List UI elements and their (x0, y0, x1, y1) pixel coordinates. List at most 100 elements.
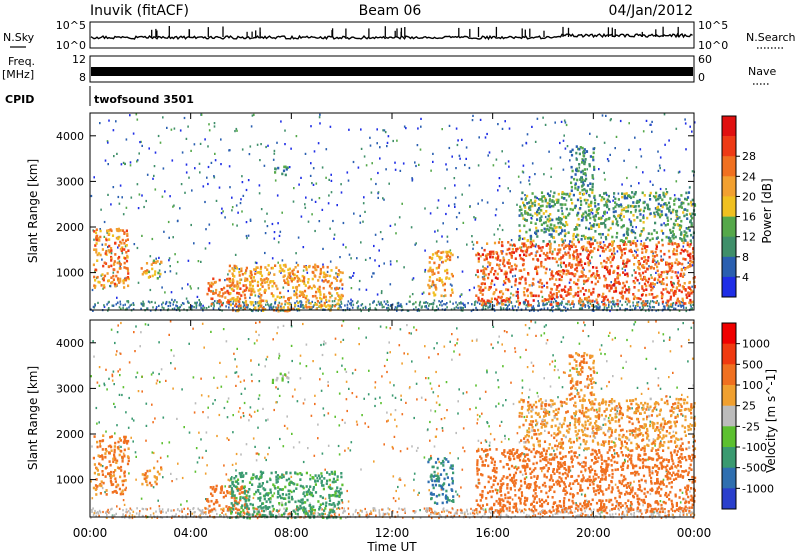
echo-cell (674, 219, 677, 222)
echo-cell (622, 281, 625, 285)
echo-cell (686, 196, 690, 199)
echo-cell (254, 476, 257, 479)
echo-cell (334, 353, 337, 356)
echo-cell (305, 300, 308, 304)
echo-cell (338, 392, 341, 395)
echo-cell (425, 377, 427, 380)
echo-cell (580, 304, 583, 307)
echo-cell (585, 296, 588, 300)
nsky-tick-bottom: 10^0 (56, 39, 86, 52)
echo-cell (346, 303, 349, 306)
echo-cell (583, 168, 586, 171)
echo-cell (546, 224, 549, 228)
echo-cell (654, 263, 657, 266)
echo-cell (640, 230, 643, 233)
echo-cell (587, 335, 590, 338)
echo-cell (218, 302, 221, 305)
echo-cell (241, 175, 243, 178)
echo-cell (245, 221, 248, 224)
echo-cell (561, 269, 565, 272)
echo-cell (608, 270, 611, 273)
echo-cell (250, 125, 253, 128)
echo-cell (479, 302, 481, 305)
echo-cell (515, 300, 518, 303)
echo-cell (492, 164, 495, 167)
echo-cell (691, 264, 694, 267)
echo-cell (542, 265, 546, 269)
echo-cell (614, 452, 616, 455)
echo-cell (318, 288, 321, 292)
echo-cell (477, 253, 480, 256)
echo-cell (690, 201, 693, 204)
echo-cell (621, 290, 624, 293)
echo-cell (552, 200, 555, 203)
echo-cell (259, 288, 262, 291)
echo-cell (560, 120, 563, 123)
echo-cell (523, 293, 526, 297)
echo-cell (434, 283, 437, 287)
echo-cell (568, 212, 571, 215)
echo-cell (110, 247, 113, 250)
echo-cell (642, 171, 644, 174)
echo-cell (636, 239, 639, 242)
echo-cell (672, 250, 675, 253)
echo-cell (633, 281, 636, 285)
echo-cell (665, 287, 668, 291)
colorbar-tick-label: 24 (742, 170, 756, 183)
echo-cell (632, 254, 635, 257)
echo-cell (543, 227, 546, 231)
echo-cell (484, 286, 487, 290)
echo-cell (194, 402, 197, 405)
echo-cell (151, 267, 154, 271)
echo-cell (290, 325, 293, 328)
echo-cell (502, 283, 505, 286)
echo-cell (220, 288, 223, 291)
echo-cell (666, 290, 669, 294)
echo-cell (245, 288, 248, 292)
echo-cell (329, 274, 332, 278)
echo-cell (94, 231, 98, 235)
echo-cell (500, 440, 503, 443)
echo-cell (689, 308, 692, 311)
echo-cell (631, 407, 633, 410)
echo-cell (302, 322, 304, 326)
echo-cell (683, 214, 686, 218)
echo-cell (302, 460, 305, 464)
echo-cell (624, 291, 627, 294)
echo-cell (116, 424, 118, 427)
echo-cell (592, 147, 595, 151)
echo-cell (594, 239, 597, 242)
echo-cell (645, 481, 647, 484)
echo-cell (579, 178, 582, 181)
echo-cell (609, 261, 612, 264)
echo-cell (531, 282, 534, 285)
echo-cell (560, 222, 563, 225)
echo-cell (539, 254, 542, 257)
echo-cell (207, 416, 209, 419)
echo-cell (496, 258, 499, 261)
echo-cell (344, 449, 346, 452)
echo-cell (379, 146, 381, 149)
echo-cell (353, 212, 355, 215)
echo-cell (283, 165, 286, 169)
echo-cell (284, 303, 286, 306)
echo-cell (532, 305, 535, 308)
echo-cell (569, 278, 572, 282)
echo-cell (205, 498, 207, 501)
echo-cell (551, 306, 553, 309)
echo-cell (545, 267, 548, 271)
echo-cell (164, 270, 166, 274)
echo-cell (464, 303, 466, 306)
echo-cell (256, 280, 260, 284)
echo-cell (648, 207, 651, 211)
echo-cell (154, 417, 156, 420)
echo-cell (550, 190, 552, 193)
echo-cell (445, 212, 447, 216)
echo-cell (307, 286, 310, 290)
echo-cell (507, 300, 509, 303)
echo-cell (267, 303, 269, 306)
echo-cell (369, 136, 371, 139)
echo-cell (690, 289, 693, 292)
echo-cell (284, 309, 287, 313)
echo-cell (523, 268, 526, 271)
